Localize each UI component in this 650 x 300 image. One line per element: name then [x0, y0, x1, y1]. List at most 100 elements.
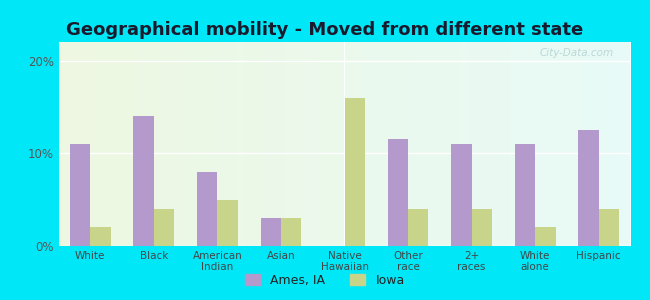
Bar: [85, 42, 87, 246]
Bar: [627, 42, 629, 246]
Bar: [531, 42, 533, 246]
Bar: [330, 42, 331, 246]
Bar: [247, 42, 249, 246]
Bar: [354, 42, 356, 246]
Bar: [596, 42, 598, 246]
Bar: [410, 42, 411, 246]
Bar: [474, 42, 476, 246]
Bar: [281, 218, 302, 246]
Bar: [312, 42, 314, 246]
Bar: [461, 42, 463, 246]
Bar: [228, 42, 230, 246]
Bar: [110, 42, 112, 246]
Bar: [506, 42, 508, 246]
Bar: [131, 42, 133, 246]
Bar: [543, 42, 545, 246]
Bar: [261, 218, 281, 246]
Bar: [101, 42, 102, 246]
Bar: [64, 42, 66, 246]
Bar: [608, 42, 610, 246]
Bar: [304, 42, 306, 246]
Bar: [528, 42, 530, 246]
Bar: [236, 42, 238, 246]
Bar: [179, 42, 181, 246]
Bar: [537, 42, 539, 246]
Bar: [434, 42, 436, 246]
Bar: [190, 42, 192, 246]
Bar: [430, 42, 432, 246]
Bar: [194, 42, 196, 246]
Bar: [328, 42, 330, 246]
Bar: [280, 42, 281, 246]
Bar: [520, 42, 522, 246]
Bar: [68, 42, 70, 246]
Bar: [70, 144, 90, 246]
Bar: [177, 42, 179, 246]
Bar: [444, 42, 445, 246]
Bar: [93, 42, 95, 246]
Bar: [575, 42, 577, 246]
Bar: [417, 42, 419, 246]
Bar: [569, 42, 571, 246]
Bar: [124, 42, 125, 246]
Legend: Ames, IA, Iowa: Ames, IA, Iowa: [242, 270, 408, 291]
Bar: [60, 42, 62, 246]
Bar: [188, 42, 190, 246]
Bar: [222, 42, 224, 246]
Bar: [445, 42, 447, 246]
Bar: [99, 42, 101, 246]
Bar: [549, 42, 551, 246]
Bar: [161, 42, 163, 246]
Bar: [281, 42, 283, 246]
Bar: [453, 42, 455, 246]
Bar: [265, 42, 266, 246]
Bar: [363, 42, 365, 246]
Bar: [213, 42, 215, 246]
Bar: [216, 42, 218, 246]
Bar: [573, 42, 575, 246]
Bar: [469, 42, 471, 246]
Bar: [62, 42, 64, 246]
Bar: [424, 42, 426, 246]
Bar: [202, 42, 203, 246]
Bar: [73, 42, 75, 246]
Bar: [295, 42, 297, 246]
Bar: [522, 42, 524, 246]
Bar: [133, 42, 135, 246]
Bar: [587, 42, 588, 246]
Bar: [488, 42, 489, 246]
Bar: [476, 42, 478, 246]
Bar: [352, 42, 354, 246]
Bar: [526, 42, 528, 246]
Bar: [438, 42, 440, 246]
Bar: [619, 42, 621, 246]
Bar: [77, 42, 79, 246]
Bar: [146, 42, 148, 246]
Bar: [268, 42, 270, 246]
Bar: [419, 42, 421, 246]
Bar: [359, 42, 361, 246]
Bar: [274, 42, 276, 246]
Bar: [514, 42, 516, 246]
Bar: [400, 42, 402, 246]
Bar: [142, 42, 144, 246]
Bar: [625, 42, 627, 246]
Bar: [583, 42, 585, 246]
Bar: [459, 42, 461, 246]
Bar: [499, 42, 501, 246]
Bar: [344, 42, 346, 246]
Bar: [552, 42, 554, 246]
Bar: [621, 42, 623, 246]
Bar: [89, 42, 91, 246]
Bar: [387, 42, 388, 246]
Bar: [415, 42, 417, 246]
Bar: [579, 42, 581, 246]
Bar: [211, 42, 213, 246]
Bar: [375, 42, 377, 246]
Bar: [66, 42, 68, 246]
Bar: [120, 42, 122, 246]
Bar: [602, 42, 604, 246]
Bar: [163, 42, 165, 246]
Bar: [426, 42, 428, 246]
Bar: [196, 42, 198, 246]
